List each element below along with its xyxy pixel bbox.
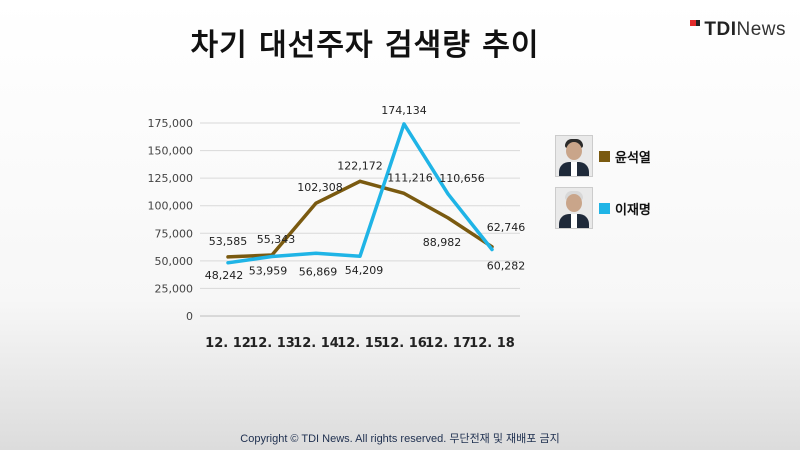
portrait-photo-icon — [555, 187, 593, 229]
data-point — [226, 261, 230, 265]
logo-text-bold: TDI — [704, 19, 737, 40]
x-tick-label: 12. 12 — [205, 336, 251, 351]
data-point — [446, 216, 450, 220]
legend-label-series-2: 이재명 — [615, 202, 651, 218]
data-label: 53,585 — [209, 235, 248, 248]
data-label: 111,216 — [387, 171, 433, 184]
data-point — [270, 254, 274, 258]
data-point — [402, 191, 406, 195]
data-point — [446, 192, 450, 196]
data-point — [226, 255, 230, 259]
y-tick-label: 175,000 — [148, 117, 194, 130]
chart-title: 차기 대선주자 검색량 추이 — [190, 28, 540, 63]
x-tick-label: 12. 18 — [469, 336, 515, 351]
y-tick-label: 25,000 — [155, 282, 194, 295]
data-label: 62,746 — [487, 221, 526, 234]
y-tick-label: 0 — [186, 310, 193, 323]
logo-mark-icon — [690, 20, 701, 40]
legend-label-series-1: 윤석열 — [615, 150, 651, 166]
data-label: 56,869 — [299, 265, 338, 278]
y-tick-label: 75,000 — [155, 227, 194, 240]
data-point — [314, 251, 318, 255]
data-point — [358, 179, 362, 183]
y-tick-label: 125,000 — [148, 172, 194, 185]
data-label: 110,656 — [439, 172, 485, 185]
tdi-news-logo: TDINews — [690, 16, 786, 44]
x-tick-label: 12. 14 — [293, 336, 339, 351]
y-tick-label: 100,000 — [148, 200, 194, 213]
data-point — [358, 254, 362, 258]
data-point — [314, 201, 318, 205]
data-label: 122,172 — [337, 159, 383, 172]
x-tick-label: 12. 13 — [249, 336, 295, 351]
data-label: 60,282 — [487, 260, 526, 273]
data-label: 55,343 — [257, 233, 296, 246]
x-tick-label: 12. 15 — [337, 336, 383, 351]
legend-swatch-series-1 — [599, 150, 610, 162]
y-tick-label: 150,000 — [148, 145, 194, 158]
logo-text: TDINews — [704, 19, 786, 41]
logo-text-light: News — [736, 19, 786, 40]
legend-item-series-2: 이재명 — [555, 187, 651, 229]
x-tick-label: 12. 17 — [425, 336, 471, 351]
x-tick-label: 12. 16 — [381, 336, 427, 351]
legend-swatch-series-2 — [599, 202, 610, 214]
legend-item-series-1: 윤석열 — [555, 135, 651, 177]
portrait-photo-icon — [555, 135, 593, 177]
data-label: 174,134 — [381, 104, 427, 117]
y-tick-label: 50,000 — [155, 255, 194, 268]
data-label: 88,982 — [423, 236, 462, 249]
copyright-footer: Copyright © TDI News. All rights reserve… — [240, 433, 560, 445]
data-label: 54,209 — [345, 264, 384, 277]
data-label: 102,308 — [297, 181, 343, 194]
data-point — [490, 248, 494, 252]
data-point — [402, 122, 406, 126]
data-label: 53,959 — [249, 264, 288, 277]
data-label: 48,242 — [205, 269, 244, 282]
